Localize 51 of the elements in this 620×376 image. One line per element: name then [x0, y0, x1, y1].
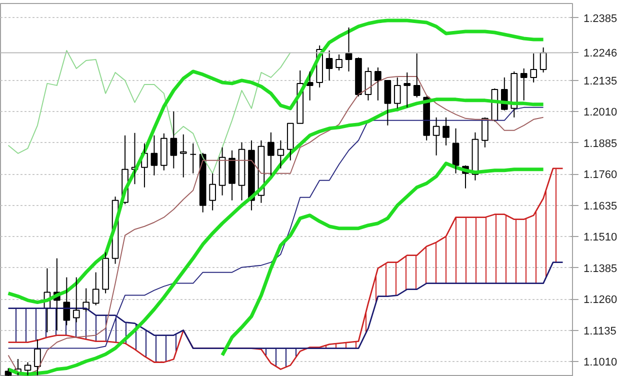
candlestick: [228, 150, 236, 201]
candlestick: [72, 276, 80, 323]
line-series: [8, 262, 564, 349]
candlestick: [413, 52, 420, 98]
candlestick: [374, 66, 382, 101]
candlestick: [394, 76, 401, 109]
candlestick: [180, 134, 187, 178]
candlestick: [102, 252, 109, 294]
candlestick: [268, 132, 274, 176]
candlestick: [34, 338, 41, 376]
ref-line-label: 1.2246: [584, 48, 618, 60]
y-tick-label: 1.1135: [584, 325, 616, 338]
candlestick: [160, 132, 168, 171]
y-tick-label: 1.1260: [584, 294, 618, 306]
candlestick: [530, 52, 538, 83]
candlestick: [277, 140, 284, 169]
y-tick-label: 1.1635: [584, 200, 618, 212]
candlestick: [218, 146, 226, 196]
y-tick-label: 1.1010: [584, 356, 618, 369]
candlestick: [336, 54, 342, 71]
candlestick: [150, 134, 158, 176]
candlestick: [170, 110, 178, 169]
y-tick-label: 1.1760: [584, 169, 618, 182]
y-tick-label: 1.1885: [584, 138, 618, 150]
line-series: [220, 162, 546, 358]
candlestick: [452, 128, 460, 174]
candlestick: [199, 152, 206, 213]
candlestick: [510, 70, 518, 118]
candlestick: [4, 368, 12, 376]
candlestick: [432, 116, 440, 156]
candlestick: [24, 362, 32, 376]
candlestick: [63, 276, 70, 326]
candlestick: [238, 142, 246, 201]
candlestick: [364, 66, 372, 101]
candlestick: [209, 172, 216, 211]
candlestick: [482, 116, 488, 148]
y-tick-label: 1.1510: [584, 232, 618, 244]
candlestick: [520, 68, 528, 101]
candlestick: [355, 56, 362, 97]
y-tick-label: 1.2135: [584, 75, 618, 88]
candlestick: [190, 142, 197, 174]
y-tick-label: 1.2385: [584, 12, 618, 25]
candlestick: [345, 26, 352, 72]
candlestick: [306, 70, 314, 101]
candlestick: [92, 272, 100, 306]
candlestick: [404, 72, 411, 108]
candlestick: [442, 116, 450, 146]
candlestick: [248, 140, 255, 211]
y-tick-label: 1.2010: [584, 106, 618, 119]
y-tick-label: 1.1385: [584, 262, 618, 275]
line-series: [8, 50, 291, 174]
